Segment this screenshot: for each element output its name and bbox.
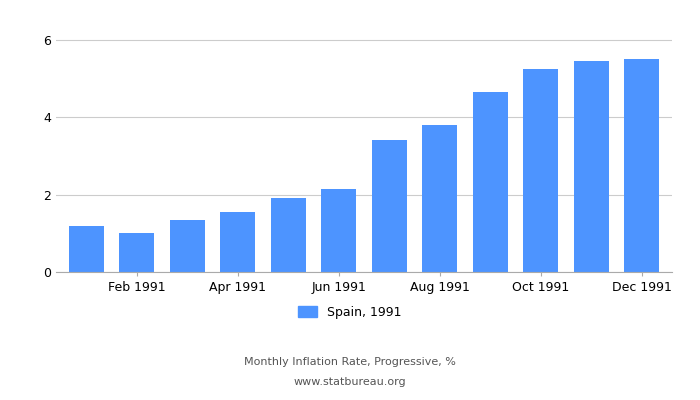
Bar <box>624 59 659 272</box>
Text: www.statbureau.org: www.statbureau.org <box>294 377 406 387</box>
Bar <box>372 140 407 272</box>
Bar <box>573 61 609 272</box>
Bar <box>422 125 457 272</box>
Bar <box>523 69 559 272</box>
Bar <box>271 198 306 272</box>
Text: Monthly Inflation Rate, Progressive, %: Monthly Inflation Rate, Progressive, % <box>244 357 456 367</box>
Bar <box>169 220 205 272</box>
Legend: Spain, 1991: Spain, 1991 <box>293 301 407 324</box>
Bar <box>69 226 104 272</box>
Bar <box>321 189 356 272</box>
Bar <box>119 233 155 272</box>
Bar <box>473 92 508 272</box>
Bar <box>220 212 256 272</box>
